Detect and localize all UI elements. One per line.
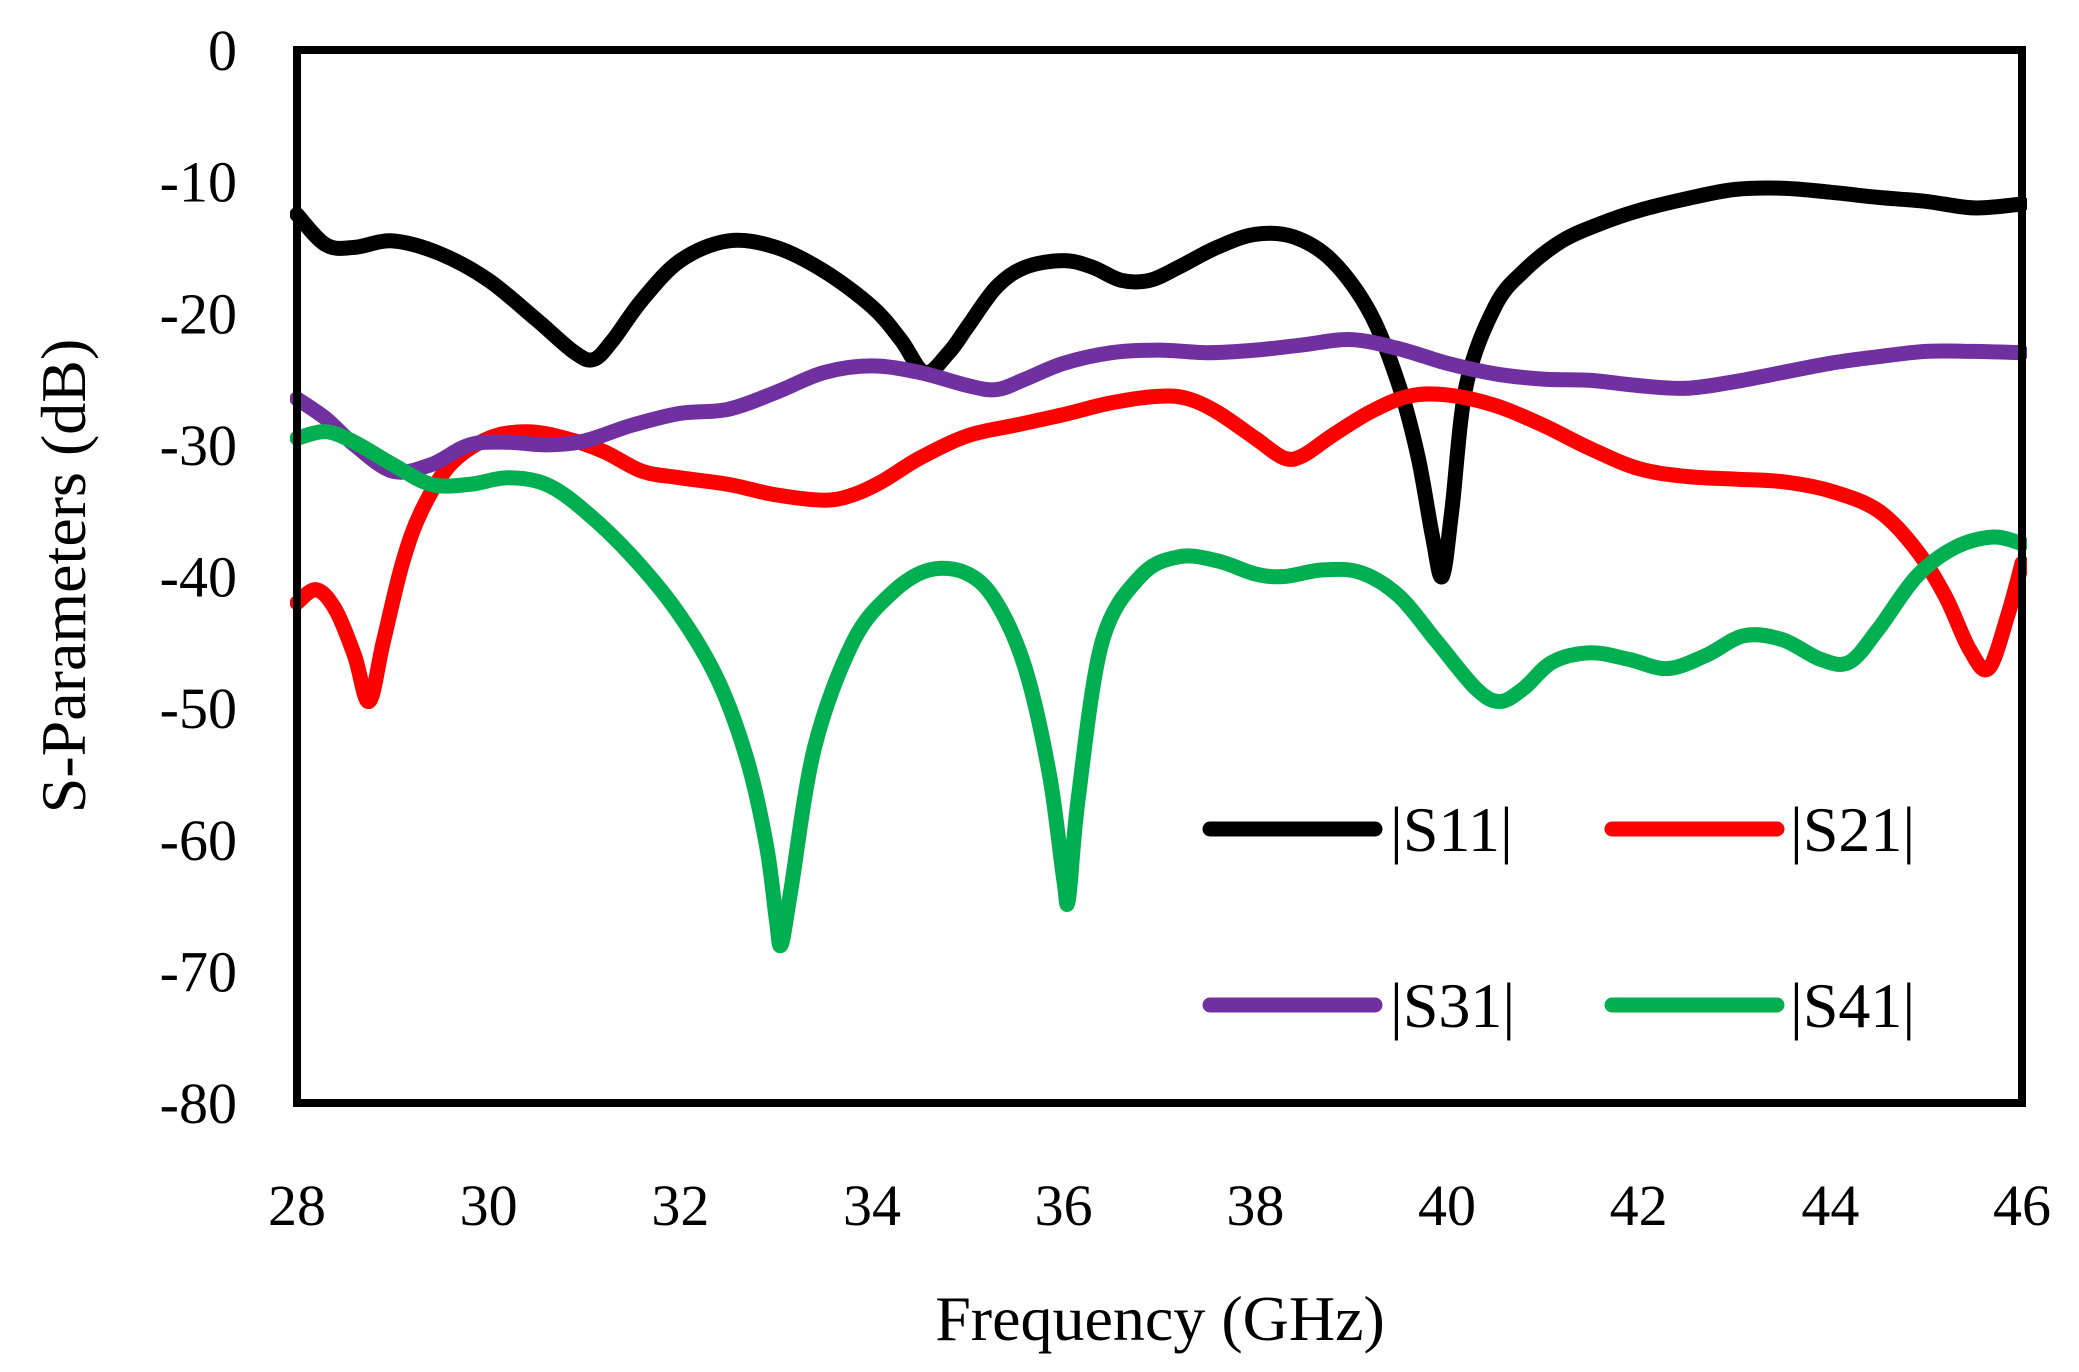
series-line-s11	[290, 180, 2027, 585]
x-tick-label: 32	[651, 1173, 709, 1238]
y-tick-label: -20	[160, 281, 237, 346]
x-tick-label: 38	[1226, 1173, 1284, 1238]
y-tick-label: -10	[160, 150, 237, 215]
x-tick-label: 36	[1035, 1173, 1093, 1238]
x-axis-title: Frequency (GHz)	[935, 1283, 1385, 1354]
legend-label-s11: |S11|	[1390, 794, 1513, 865]
y-tick-label: -40	[160, 545, 237, 610]
series-layer	[290, 180, 2027, 954]
legend: |S11| |S21| |S31| |S41|	[1202, 794, 1915, 1041]
series-line-s31	[290, 332, 2027, 480]
y-tick-label: -50	[160, 676, 237, 741]
x-tick-label: 42	[1610, 1173, 1668, 1238]
y-axis-ticks: 0 -10 -20 -30 -40 -50 -60 -70 -80	[160, 18, 237, 1136]
legend-label-s21: |S21|	[1790, 794, 1915, 865]
x-tick-label: 46	[1993, 1173, 2051, 1238]
x-tick-label: 40	[1418, 1173, 1476, 1238]
y-tick-label: -70	[160, 939, 237, 1004]
legend-label-s31: |S31|	[1390, 970, 1515, 1041]
series-line-s41	[290, 424, 2027, 954]
y-tick-label: -30	[160, 413, 237, 478]
legend-label-s41: |S41|	[1790, 970, 1915, 1041]
y-tick-label: -80	[160, 1071, 237, 1136]
y-axis-title: S-Parameters (dB)	[28, 339, 99, 814]
x-tick-label: 28	[268, 1173, 326, 1238]
x-tick-label: 34	[843, 1173, 901, 1238]
y-tick-label: 0	[208, 18, 237, 83]
x-tick-label: 30	[460, 1173, 518, 1238]
x-tick-label: 44	[1801, 1173, 1859, 1238]
plot-frame	[293, 46, 2026, 1107]
y-tick-label: -60	[160, 808, 237, 873]
x-axis-ticks: 28 30 32 34 36 38 40 42 44 46	[268, 1173, 2051, 1238]
series-line-s21	[290, 386, 2027, 710]
